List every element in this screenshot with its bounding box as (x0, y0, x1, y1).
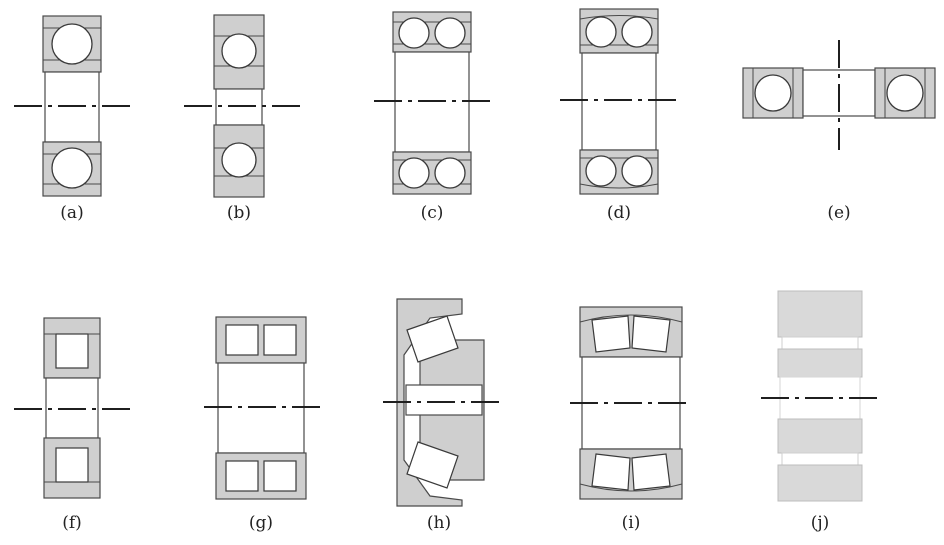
label-f: (f) (62, 513, 82, 533)
bearing-i-upper-roller-1 (592, 316, 630, 352)
label-d: (d) (607, 203, 631, 223)
bearing-i-spherical-roller: (i) (570, 307, 692, 533)
label-i: (i) (622, 513, 641, 533)
bearing-b-angular-ball: (b) (184, 15, 302, 223)
bearing-c-lower-ball-1 (399, 158, 429, 188)
bearing-g-double-row-roller: (g) (204, 317, 322, 533)
label-e: (e) (827, 203, 850, 223)
label-b: (b) (227, 203, 251, 223)
bearing-h-bore (406, 385, 482, 415)
bearing-e-left-ball (755, 75, 791, 111)
bearing-c-double-row-ball: (c) (374, 12, 492, 223)
bearing-d-self-aligning-ball: (d) (560, 9, 678, 223)
bearing-a-lower-ball (52, 148, 92, 188)
bearing-f-lower-roller (56, 448, 88, 482)
bearing-h-thrust-roller: (h) (383, 299, 501, 533)
bearing-g-lower-roller-2 (264, 461, 296, 491)
bearing-d-lower-ball-2 (622, 156, 652, 186)
bearing-g-lower-roller-1 (226, 461, 258, 491)
bearing-j-upper-outer-ring (778, 291, 862, 337)
bearing-e-thrust-ball: (e) (743, 40, 935, 223)
bearing-j-upper-needles (782, 337, 858, 349)
label-g: (g) (249, 513, 273, 533)
bearing-j-lower-needles (782, 453, 858, 465)
label-j: (j) (811, 513, 830, 533)
bearing-b-lower-ball (222, 143, 256, 177)
bearing-b-upper-ball (222, 34, 256, 68)
bearing-c-upper-ball-2 (435, 18, 465, 48)
label-a: (a) (60, 203, 83, 223)
bearing-d-bore (582, 53, 656, 150)
bearing-a-deep-groove-ball: (a) (14, 16, 132, 223)
bearing-j-upper-inner-ring (778, 349, 862, 377)
bearing-c-lower-ball-2 (435, 158, 465, 188)
bearing-j-lower-outer-ring (778, 465, 862, 501)
label-c: (c) (421, 203, 444, 223)
bearing-d-upper-ball-2 (622, 17, 652, 47)
bearing-a-upper-ball (52, 24, 92, 64)
bearing-j-lower-inner-ring (778, 419, 862, 453)
bearing-g-upper-roller-2 (264, 325, 296, 355)
bearing-d-upper-ball-1 (586, 17, 616, 47)
bearing-i-lower-roller-2 (632, 454, 670, 490)
bearing-i-lower-roller-1 (592, 454, 630, 490)
bearing-f-upper-roller (56, 334, 88, 368)
label-h: (h) (427, 513, 451, 533)
bearing-c-upper-ball-1 (399, 18, 429, 48)
bearing-g-upper-roller-1 (226, 325, 258, 355)
bearing-d-lower-ball-1 (586, 156, 616, 186)
bearing-e-right-ball (887, 75, 923, 111)
bearing-j-needle-roller: (j) (761, 291, 879, 533)
bearing-i-upper-roller-2 (632, 316, 670, 352)
bearing-f-cylindrical-roller: (f) (14, 318, 132, 533)
